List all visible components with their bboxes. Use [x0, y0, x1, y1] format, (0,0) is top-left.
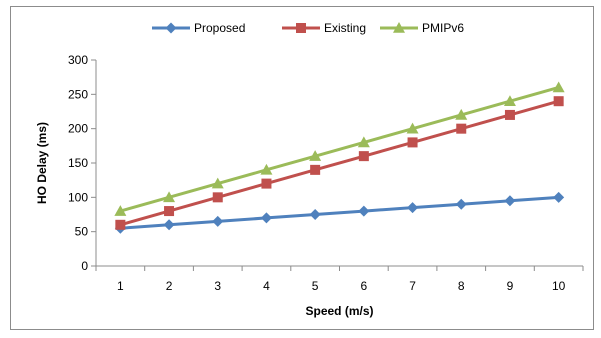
data-point	[455, 108, 468, 120]
x-tick-label: 7	[409, 279, 416, 293]
series-line	[119, 99, 560, 227]
series-line	[120, 195, 559, 230]
y-axis-title: HO Delay (ms)	[35, 122, 49, 204]
x-tick-label: 9	[507, 279, 514, 293]
legend: Proposed Existing PMIPv6	[152, 21, 464, 35]
y-tick-label: 100	[68, 190, 88, 204]
legend-label: Existing	[324, 21, 366, 35]
x-tick-label: 3	[214, 279, 221, 293]
data-point	[358, 151, 369, 162]
legend-entry-pmipv6: PMIPv6	[380, 21, 464, 35]
data-point	[164, 206, 175, 217]
data-point	[455, 198, 467, 210]
data-point	[503, 95, 516, 106]
series-proposed	[114, 191, 565, 234]
data-point	[553, 96, 564, 107]
data-point	[407, 137, 418, 148]
data-point	[456, 123, 467, 134]
data-point	[358, 205, 370, 217]
data-point	[552, 81, 565, 93]
x-tick-label: 10	[552, 279, 566, 293]
data-point	[212, 215, 224, 227]
series-existing	[115, 96, 564, 230]
data-point	[310, 164, 321, 175]
series-line	[119, 86, 560, 213]
data-point	[406, 122, 419, 134]
legend-marker	[393, 22, 405, 33]
y-tick-label: 250	[68, 87, 88, 101]
y-tick-label: 300	[68, 53, 88, 67]
y-tick-label: 50	[75, 225, 89, 239]
legend-marker	[296, 23, 306, 33]
x-tick-label: 8	[458, 279, 465, 293]
series-pmipv6	[114, 81, 565, 216]
legend-label: PMIPv6	[422, 21, 464, 35]
data-point	[260, 163, 273, 175]
legend-entry-existing: Existing	[282, 21, 366, 35]
x-tick-label: 5	[312, 279, 319, 293]
x-axis-title: Speed (m/s)	[305, 304, 373, 318]
y-ticks: 0 50 100 150 200 250 300	[68, 53, 96, 273]
data-point	[212, 192, 223, 203]
x-ticks: 1 2 3 4 5 6 7 8 9 10	[95, 266, 584, 293]
legend-entry-proposed: Proposed	[152, 21, 245, 35]
data-point	[309, 150, 322, 161]
data-point	[114, 205, 127, 216]
data-point	[407, 202, 419, 214]
y-tick-label: 0	[81, 259, 88, 273]
data-point	[115, 219, 126, 230]
series-layer	[114, 81, 565, 234]
y-tick-label: 200	[68, 122, 88, 136]
data-point	[553, 191, 565, 203]
legend-marker	[165, 22, 177, 34]
x-tick-label: 4	[263, 279, 270, 293]
x-tick-label: 1	[117, 279, 124, 293]
chart-frame	[10, 6, 594, 330]
x-tick-label: 6	[361, 279, 368, 293]
x-tick-label: 2	[166, 279, 173, 293]
data-point	[357, 136, 370, 148]
data-point	[309, 209, 321, 220]
data-point	[211, 177, 224, 189]
data-point	[504, 109, 515, 120]
data-point	[260, 212, 272, 224]
data-point	[163, 191, 176, 203]
legend-label: Proposed	[194, 21, 245, 35]
data-point	[504, 195, 516, 207]
data-point	[163, 219, 175, 231]
data-point	[261, 178, 272, 189]
y-tick-label: 150	[68, 156, 88, 170]
